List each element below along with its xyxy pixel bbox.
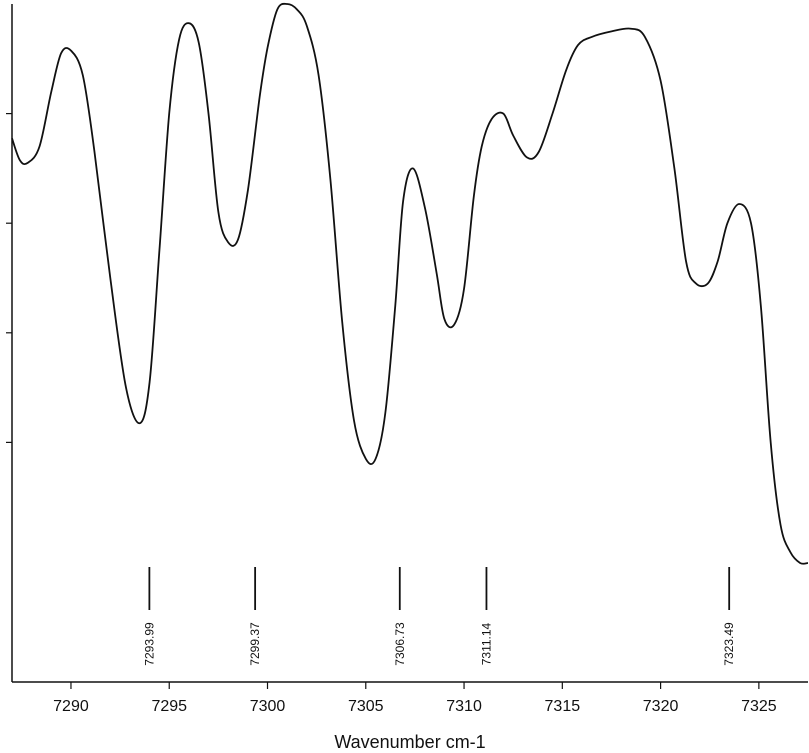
x-tick-label-0: 7290	[53, 698, 89, 715]
peak-label-2: 7306.73	[393, 622, 407, 666]
peak-markers: 7293.99 7299.37 7306.73 7311.14 7323.49	[142, 567, 736, 666]
y-axis-ticks	[6, 112, 12, 443]
x-axis-ticks	[70, 682, 760, 689]
x-tick-label-2: 7300	[250, 698, 286, 715]
series-lines	[11, 2, 809, 565]
plot-frame	[11, 4, 808, 683]
x-tick-label-3: 7305	[348, 698, 384, 715]
x-tick-label-5: 7315	[545, 698, 581, 715]
x-tick-label-6: 7320	[643, 698, 679, 715]
x-tick-label-4: 7310	[446, 698, 482, 715]
spectrum-line-0	[11, 2, 809, 565]
peak-label-3: 7311.14	[480, 622, 494, 665]
x-tick-label-1: 7295	[151, 698, 187, 715]
x-axis-tick-labels: 7290 7295 7300 7305 7310 7315 7320 7325	[53, 698, 777, 715]
peak-label-0: 7293.99	[142, 622, 156, 666]
x-axis-label: Wavenumber cm-1	[334, 732, 485, 752]
peak-label-1: 7299.37	[248, 622, 262, 666]
peak-label-4: 7323.49	[722, 622, 736, 666]
x-tick-label-7: 7325	[741, 698, 777, 715]
